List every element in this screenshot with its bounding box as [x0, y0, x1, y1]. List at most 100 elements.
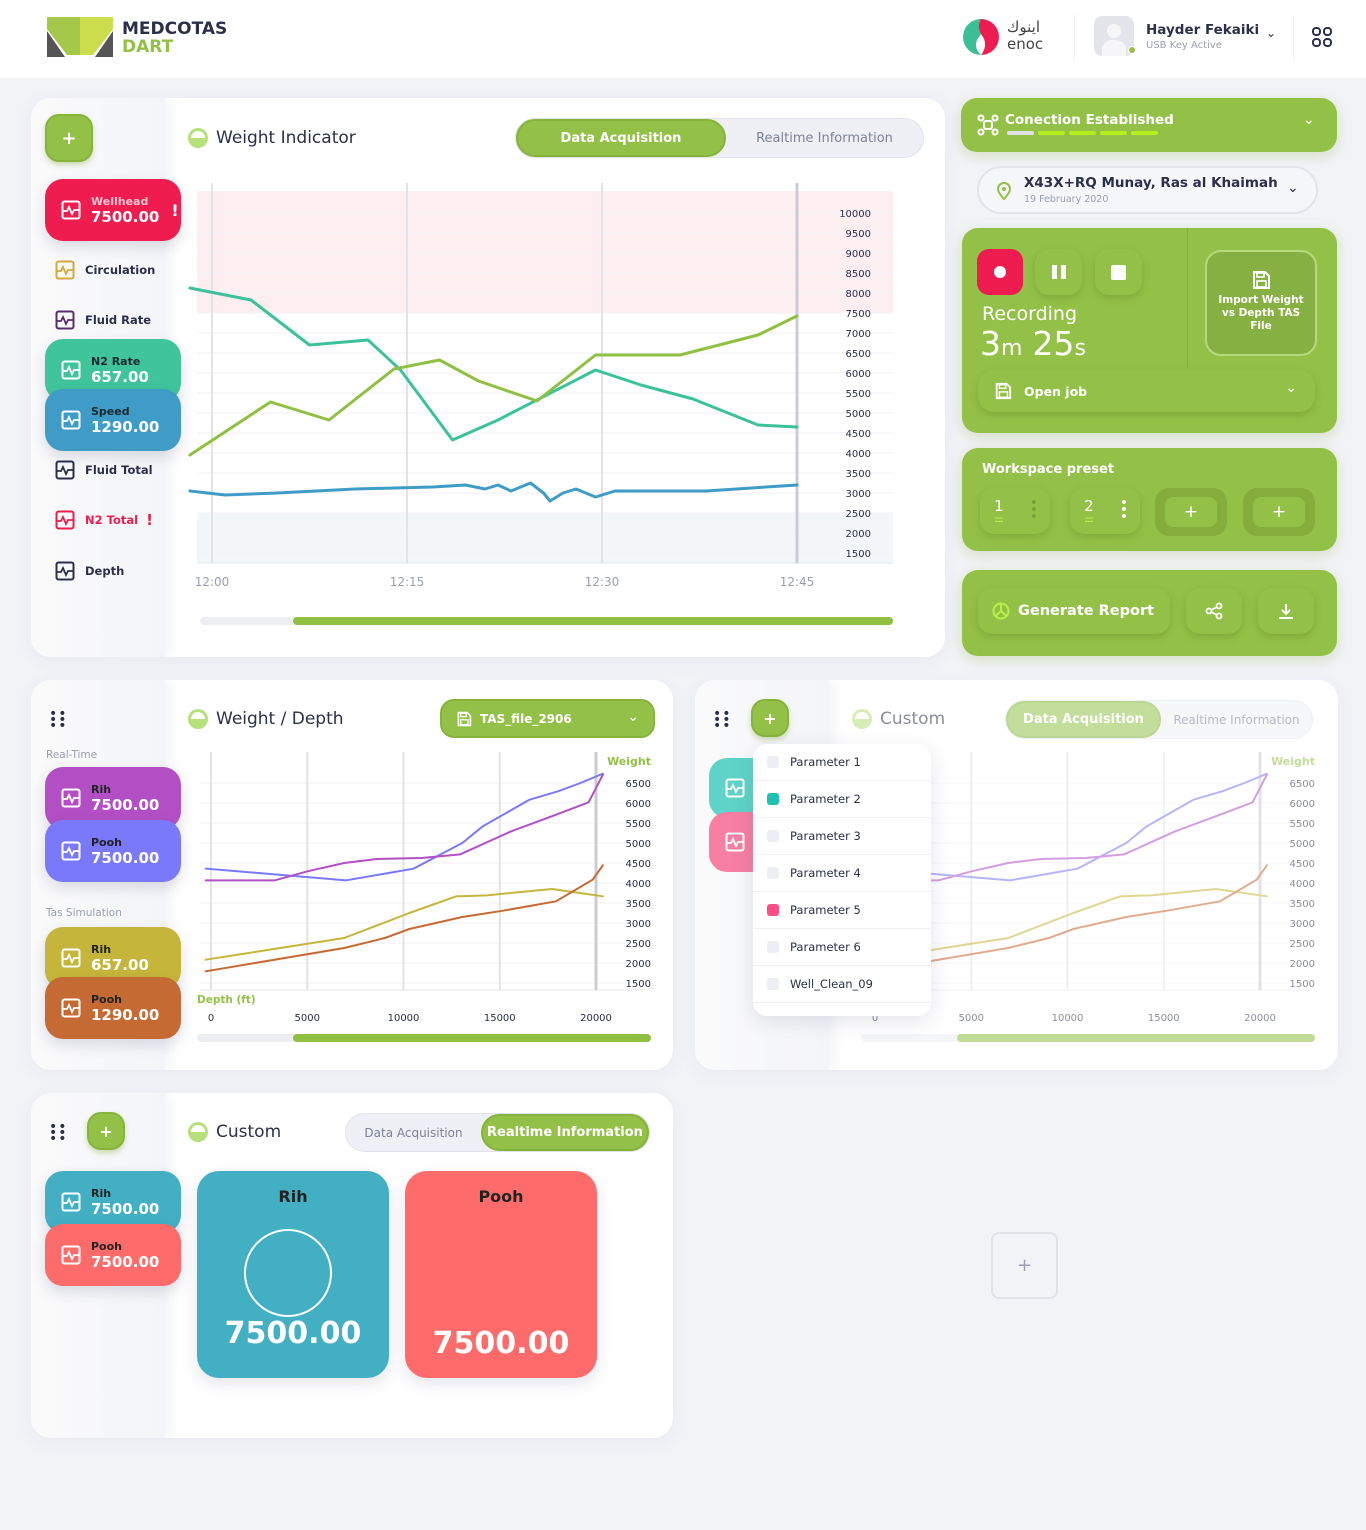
more-vertical-icon[interactable]: • • • [1119, 495, 1128, 525]
download-button[interactable] [1258, 588, 1314, 634]
tab-realtime-information[interactable]: Realtime Information [756, 130, 893, 146]
tab-realtime-information[interactable]: Realtime Information [1173, 712, 1300, 727]
location-selector[interactable]: X43X+RQ Munay, Ras al Khaimah 19 Februar… [977, 166, 1318, 214]
open-job-dropdown[interactable]: Open job ⌄ [978, 370, 1315, 412]
chevron-down-icon[interactable]: ⌄ [1287, 180, 1299, 196]
tab-realtime-information[interactable]: Realtime Information [481, 1114, 649, 1151]
pulse-icon [55, 561, 75, 581]
parameter-option[interactable]: Well_Clean_09 [753, 966, 931, 1003]
parameter-option[interactable]: Parameter 4 [753, 855, 931, 892]
widget-speed[interactable]: Speed 1290.00 [45, 389, 181, 451]
series-line-real-time-pooh [204, 772, 604, 882]
add-widget-button[interactable]: + [751, 699, 789, 737]
widget-depth[interactable]: Depth [55, 561, 124, 581]
divider [1293, 15, 1294, 59]
weight-depth-chart[interactable]: 1500 2000 2500 3000 3500 4000 4500 5000 5500 6000… [190, 745, 660, 1030]
add-preset-button[interactable]: + [1155, 488, 1227, 536]
pause-button[interactable] [1035, 249, 1082, 295]
parameter-option[interactable]: Parameter 2 [753, 781, 931, 818]
network-icon [977, 114, 999, 136]
rih-gauge-card[interactable]: Rih 7500.00 [197, 1171, 389, 1378]
checkbox[interactable] [767, 978, 779, 990]
widget-label: N2 Total [85, 513, 139, 527]
y-tick-label: 5500 [1290, 819, 1315, 830]
weight-indicator-chart[interactable]: 1500 2000 2500 3000 3500 4000 4500 5000 5500 6000… [185, 175, 905, 595]
checkbox[interactable] [767, 867, 779, 879]
widget-rih[interactable]: Rih 7500.00 [45, 1171, 181, 1233]
signal-bar [1069, 131, 1096, 135]
widget-fluid-total[interactable]: Fluid Total [55, 460, 153, 480]
checkbox[interactable] [767, 941, 779, 953]
depth-scroll-thumb[interactable] [957, 1034, 1315, 1042]
checkbox[interactable] [767, 904, 779, 916]
preset-1-button[interactable]: 1 ⚌ • • • [980, 488, 1050, 534]
connection-status-bar[interactable]: Conection Established ⌄ [961, 98, 1337, 152]
y-tick-label: 6000 [1290, 799, 1315, 810]
add-widget-button[interactable]: + [45, 114, 93, 162]
signal-bar [1100, 131, 1127, 135]
parameter-option[interactable]: Parameter 5 [753, 892, 931, 929]
card-value: 7500.00 [432, 1326, 570, 1361]
pulse-icon [55, 460, 75, 480]
y-tick-label: 3000 [1290, 919, 1315, 930]
checkbox[interactable] [767, 756, 779, 768]
drag-handle-icon[interactable]: •• •• •• [49, 706, 68, 734]
parameter-option[interactable]: Parameter 3 [753, 818, 931, 855]
top-header: MEDCOTAS DART اينوك enoc Hayder Fekaiki … [0, 0, 1366, 78]
checkbox[interactable] [767, 830, 779, 842]
tab-data-acquisition[interactable]: Data Acquisition [1006, 701, 1161, 738]
y-tick-label: 2000 [626, 959, 651, 970]
chevron-down-icon[interactable]: ⌄ [1303, 112, 1315, 128]
generate-report-button[interactable]: Generate Report [978, 588, 1170, 634]
more-vertical-icon[interactable]: • • • [1029, 495, 1038, 525]
add-widget-button[interactable]: + [87, 1112, 125, 1150]
parameter-option[interactable]: Parameter 1 [753, 744, 931, 781]
widget-pooh-realtime[interactable]: Pooh 7500.00 [45, 820, 181, 882]
widget-fluid-rate[interactable]: Fluid Rate [55, 310, 151, 330]
avatar[interactable] [1094, 16, 1136, 56]
y-axis-label: Weight [1271, 755, 1315, 768]
y-tick-label: 2500 [626, 939, 651, 950]
widget-circulation[interactable]: Circulation [55, 260, 155, 280]
tas-file-dropdown[interactable]: TAS_file_2906 ⌄ [440, 699, 655, 738]
location-date: 19 February 2020 [1024, 194, 1109, 205]
connection-label: Conection Established [1005, 112, 1174, 128]
import-tas-file-button[interactable]: Import Weight vs Depth TAS File [1205, 250, 1317, 356]
widget-pooh[interactable]: Pooh 7500.00 [45, 1224, 181, 1286]
tab-data-acquisition[interactable]: Data Acquisition [516, 119, 726, 157]
stop-button[interactable] [1095, 249, 1142, 295]
custom-chart[interactable]: 1500 2000 2500 3000 3500 4000 4500 5000 5500 6000… [855, 745, 1325, 1030]
y-tick-label: 6000 [626, 799, 651, 810]
pooh-value-card[interactable]: Pooh 7500.00 [405, 1171, 597, 1378]
high-alarm-zone [197, 191, 893, 313]
preset-2-button[interactable]: 2 ⚌ • • • [1070, 488, 1140, 534]
parameter-label: Parameter 6 [790, 940, 861, 954]
checkbox[interactable] [767, 793, 779, 805]
drag-handle-icon[interactable]: •• •• •• [49, 1119, 68, 1147]
depth-scroll-thumb[interactable] [293, 1034, 651, 1042]
user-menu-chevron-icon[interactable]: ⌄ [1266, 26, 1277, 40]
pulse-icon [55, 510, 75, 530]
widget-wellhead[interactable]: Wellhead 7500.00 ! [45, 179, 181, 241]
parameter-label: Parameter 2 [790, 792, 861, 806]
add-panel-button[interactable]: + [991, 1232, 1058, 1299]
parameter-option[interactable]: Parameter 6 [753, 929, 931, 966]
workspace-title: Workspace preset [982, 462, 1115, 477]
apps-grid-icon[interactable] [1312, 27, 1332, 47]
card-label: Rih [278, 1187, 308, 1206]
parameter-label: Parameter 3 [790, 829, 861, 843]
record-button[interactable] [977, 249, 1023, 295]
x-tick-label: 5000 [959, 1013, 984, 1024]
widget-n2-total[interactable]: N2 Total! [55, 510, 153, 530]
timeline-scroll-thumb[interactable] [293, 617, 893, 625]
widget-rih-realtime[interactable]: Rih 7500.00 [45, 767, 181, 829]
share-button[interactable] [1186, 588, 1242, 634]
add-preset-button[interactable]: + [1243, 488, 1315, 536]
alert-icon: ! [171, 200, 179, 220]
user-name[interactable]: Hayder Fekaiki [1146, 22, 1260, 38]
tab-data-acquisition[interactable]: Data Acquisition [364, 1125, 463, 1140]
widget-pooh-tas[interactable]: Pooh 1290.00 [45, 977, 181, 1039]
y-tick-label: 5500 [626, 819, 651, 830]
drag-handle-icon[interactable]: •• •• •• [713, 706, 732, 734]
x-tick-label: 0 [208, 1013, 214, 1024]
